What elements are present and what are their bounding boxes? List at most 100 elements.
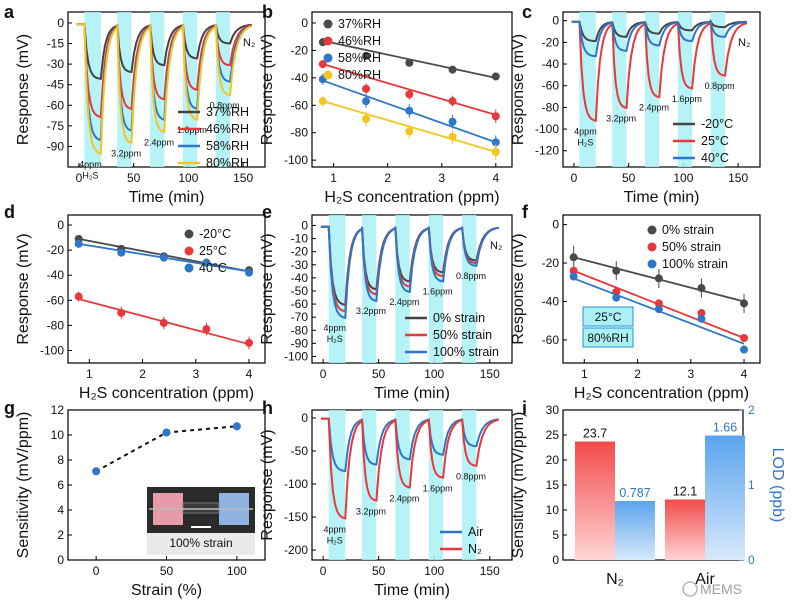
x-tick-label: 2 — [634, 367, 641, 381]
legend-label: -20°C — [701, 117, 733, 131]
legend-label: 80%RH — [338, 68, 381, 82]
y-tick-label: -40 — [542, 294, 560, 308]
y-tick-label: 0 — [552, 553, 559, 567]
bar-value-label: 0.787 — [619, 486, 650, 500]
data-point — [569, 272, 578, 281]
data-point — [232, 422, 241, 431]
data-point — [491, 138, 500, 147]
data-point — [202, 325, 211, 334]
legend-label: -20°C — [199, 227, 231, 241]
legend-marker — [647, 259, 657, 269]
data-point — [491, 72, 500, 81]
plot-frame — [311, 214, 513, 364]
conc-label: 4ppm — [574, 126, 597, 136]
conc-label: 1.6ppm — [423, 483, 453, 493]
plot-area — [320, 215, 499, 363]
series-line-25°C — [571, 20, 748, 123]
y-tick-label: -45 — [47, 78, 65, 92]
data-point — [117, 308, 126, 317]
plot-frame — [67, 11, 266, 168]
x-tick-label: 3 — [192, 367, 199, 381]
data-point — [654, 274, 663, 283]
legend-label: 58%RH — [206, 139, 249, 153]
y-tick-label: 0 — [301, 218, 308, 232]
y-axis-label: Sensitivity (mV/ppm) — [15, 412, 32, 559]
x-tick-label: 2 — [139, 367, 146, 381]
y-tick-label: -20 — [291, 245, 309, 259]
legend-label: 46%RH — [206, 122, 249, 136]
y-tick-label: 0 — [57, 16, 64, 30]
panel-label: g — [4, 398, 15, 418]
y-tick-label: -60 — [47, 98, 65, 112]
y-tick-label: -40 — [542, 57, 560, 71]
x-tick-label: 0 — [93, 564, 100, 578]
x-tick-label: 50 — [372, 564, 386, 578]
series-line-80%RH — [76, 23, 253, 156]
y-tick-label: -100 — [535, 122, 559, 136]
panel-label: d — [4, 202, 15, 222]
series-line-N₂ — [320, 417, 499, 520]
conc-label: 4ppm — [324, 323, 347, 333]
data-point — [362, 114, 371, 123]
data-point — [697, 314, 706, 323]
data-point — [448, 117, 457, 126]
data-point — [318, 60, 327, 69]
gas-pulse-band — [677, 12, 693, 167]
y-tick-label: -80 — [542, 100, 560, 114]
plot-area — [320, 410, 499, 560]
x-tick-label: 100 — [673, 171, 693, 185]
data-point — [654, 299, 663, 308]
y-tick-label: 15 — [546, 478, 560, 492]
data-point — [740, 345, 749, 354]
gas-label: N₂ — [490, 240, 502, 252]
conc-label-gas: H₂S — [327, 334, 343, 344]
legend-marker — [323, 19, 333, 29]
y2-tick-label: 2 — [748, 403, 755, 417]
x-axis-label: Time (min) — [624, 189, 700, 206]
conc-label: 3.2ppm — [356, 507, 386, 517]
legend-marker — [323, 53, 333, 63]
y-tick-label: -120 — [535, 144, 559, 158]
y2-axis-label: LOD (ppb) — [769, 448, 786, 523]
legend-label: 37%RH — [338, 17, 381, 31]
panel-label: f — [522, 202, 529, 222]
gas-label: N₂ — [243, 37, 255, 49]
x-tick-label: 3 — [438, 171, 445, 185]
x-axis-label: Strain (%) — [131, 582, 202, 599]
y-tick-label: -30 — [291, 258, 309, 272]
panel-label: h — [262, 398, 273, 418]
y-tick-label: 0 — [552, 218, 559, 232]
y-tick-label: 10 — [546, 503, 560, 517]
x-tick-label: 50 — [372, 367, 386, 381]
y-tick-label: 30 — [546, 403, 560, 417]
x-category-label: N₂ — [606, 571, 624, 588]
y-tick-label: -80 — [47, 318, 65, 332]
y-tick-label: 0 — [57, 218, 64, 232]
y-axis-label: Sensitivity (mV/ppm) — [510, 412, 527, 559]
gas-pulse-band — [428, 215, 444, 363]
x-tick-label: 50 — [160, 564, 174, 578]
data-point — [654, 305, 663, 314]
y-axis-label: Response (mV) — [15, 233, 32, 344]
plot-area — [76, 12, 253, 167]
plot-frame — [311, 409, 513, 561]
conc-label: 3.2ppm — [111, 148, 141, 158]
data-point — [117, 248, 126, 257]
data-point — [491, 112, 500, 121]
gas-pulse-band — [328, 410, 346, 560]
panel-f: f 1 2 3 4 0 -20 -40 -60 H₂S concentration (ppm) Re… — [510, 202, 761, 402]
plot-area — [571, 12, 748, 167]
annotation-box — [582, 306, 634, 327]
inset-label: 100% strain — [169, 536, 232, 550]
conc-label: 2.4ppm — [144, 137, 174, 147]
x-axis-label: Time (min) — [129, 189, 205, 206]
conc-label: 2.4ppm — [389, 297, 419, 307]
y-tick-label: 0 — [57, 553, 64, 567]
watermark-icon — [682, 581, 698, 597]
gas-pulse-band — [328, 215, 346, 363]
data-point — [448, 65, 457, 74]
y-axis-label: Response (mV) — [259, 429, 276, 540]
x-tick-label: 3 — [687, 367, 694, 381]
data-point — [569, 253, 578, 262]
x-tick-label: 50 — [622, 171, 636, 185]
